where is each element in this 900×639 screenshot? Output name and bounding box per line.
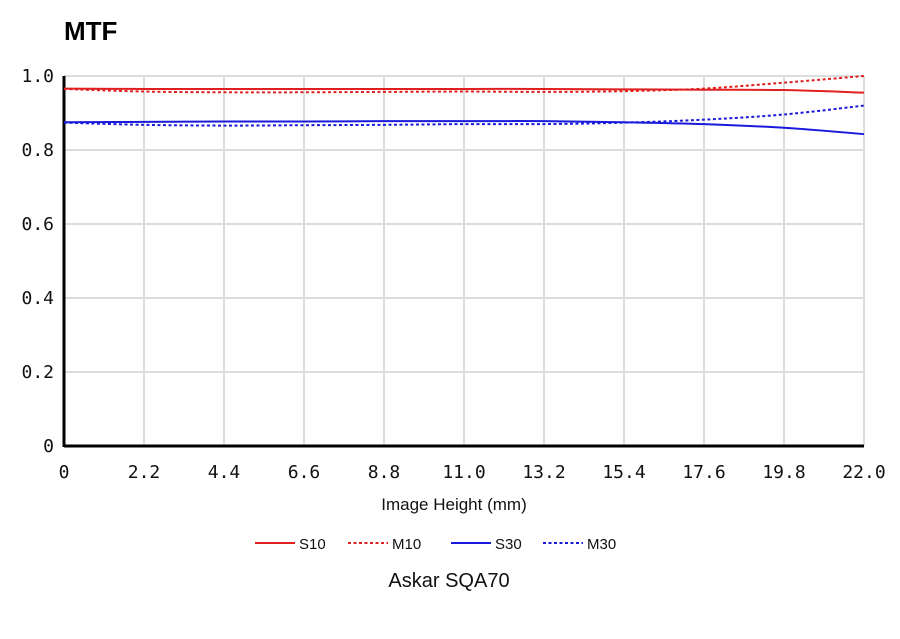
x-tick-label: 6.6 <box>288 462 321 483</box>
x-tick-label: 19.8 <box>762 462 805 483</box>
x-tick-label: 22.0 <box>842 462 885 483</box>
y-tick-label: 0.6 <box>21 214 54 235</box>
y-tick-label: 0.4 <box>21 288 54 309</box>
series-lines <box>63 75 865 136</box>
series-line-s30 <box>63 120 865 136</box>
x-tick-label: 8.8 <box>368 462 401 483</box>
x-tick-label: 17.6 <box>682 462 725 483</box>
axes <box>62 76 864 448</box>
grid <box>64 75 865 446</box>
x-axis-label: Image Height (mm) <box>381 495 526 514</box>
y-tick-label: 0.8 <box>21 140 54 161</box>
x-tick-label: 2.2 <box>128 462 161 483</box>
x-tick-labels: 0 2.2 4.4 6.6 8.8 11.0 13.2 15.4 17.6 19.8 22.0 <box>59 462 886 483</box>
chart-title: MTF <box>64 16 117 46</box>
legend-label-s10: S10 <box>299 536 326 553</box>
legend: S10 M10 S30 M30 <box>255 536 616 553</box>
legend-label-m10: M10 <box>392 536 421 553</box>
y-tick-label: 0 <box>43 436 54 457</box>
y-tick-labels: 0 0.2 0.4 0.6 0.8 1.0 <box>21 66 54 457</box>
legend-label-s30: S30 <box>495 536 522 553</box>
x-tick-label: 0 <box>59 462 70 483</box>
x-tick-label: 13.2 <box>522 462 565 483</box>
x-tick-label: 4.4 <box>208 462 241 483</box>
legend-label-m30: M30 <box>587 536 616 553</box>
y-tick-label: 1.0 <box>21 66 54 87</box>
series-line-s10 <box>63 87 865 94</box>
y-tick-label: 0.2 <box>21 362 54 383</box>
chart-caption: Askar SQA70 <box>388 570 509 592</box>
x-tick-label: 11.0 <box>442 462 485 483</box>
x-tick-label: 15.4 <box>602 462 645 483</box>
